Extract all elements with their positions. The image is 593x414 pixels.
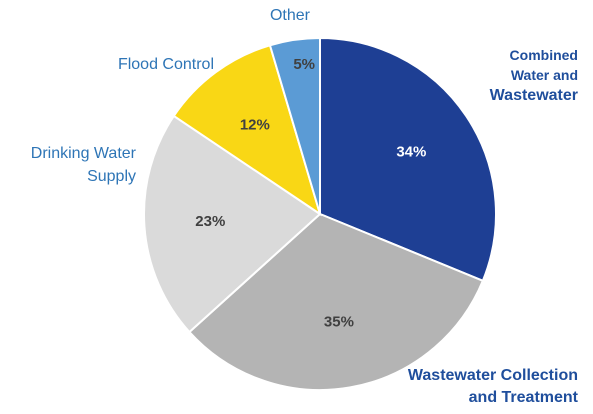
pie-value-labels: 34% 35% 23% 12% 5% [195,56,426,330]
pie-slice-combined-water-and-wastewater [319,36,497,283]
pie-value-label-drinking-water-supply: 23% [195,213,225,230]
pie-category-label-line: and Treatment [469,389,579,406]
pie-category-label-line: Supply [87,168,136,185]
pie-slice-drinking-water-supply [143,114,322,334]
pie-category-label-other: Other [270,7,311,24]
pie-category-label-line: Wastewater Collection [408,367,578,384]
pie-category-label-line: Water and [511,67,578,83]
pie-slice-other [268,36,321,215]
pie-category-label-drinking-water-supply: Drinking Water Supply [31,145,137,185]
pie-category-label-line: Combined [510,47,578,63]
pie-slice-wastewater-collection-and-treatment [188,212,485,391]
pie-category-label-wastewater-collection-and-treatment: Wastewater Collection and Treatment [408,367,579,406]
pie-value-label-other: 5% [293,56,315,73]
pie-category-label-combined-water-and-wastewater: Combined Water and Wastewater [490,47,578,104]
pie-category-labels: Combined Water and Wastewater Wastewater Co… [31,7,579,406]
pie-slices [143,36,497,391]
pie-value-label-flood-control: 12% [240,116,270,133]
pie-category-label-line: Other [270,7,311,24]
pie-value-label-wastewater-collection-and-treatment: 35% [324,313,354,330]
pie-slice-flood-control [172,44,322,217]
pie-value-label-combined-water-and-wastewater: 34% [396,144,426,161]
pie-category-label-line: Wastewater [490,87,578,104]
pie-category-label-flood-control: Flood Control [118,56,214,73]
pie-category-label-line: Drinking Water [31,145,137,162]
pie-category-label-line: Flood Control [118,56,214,73]
